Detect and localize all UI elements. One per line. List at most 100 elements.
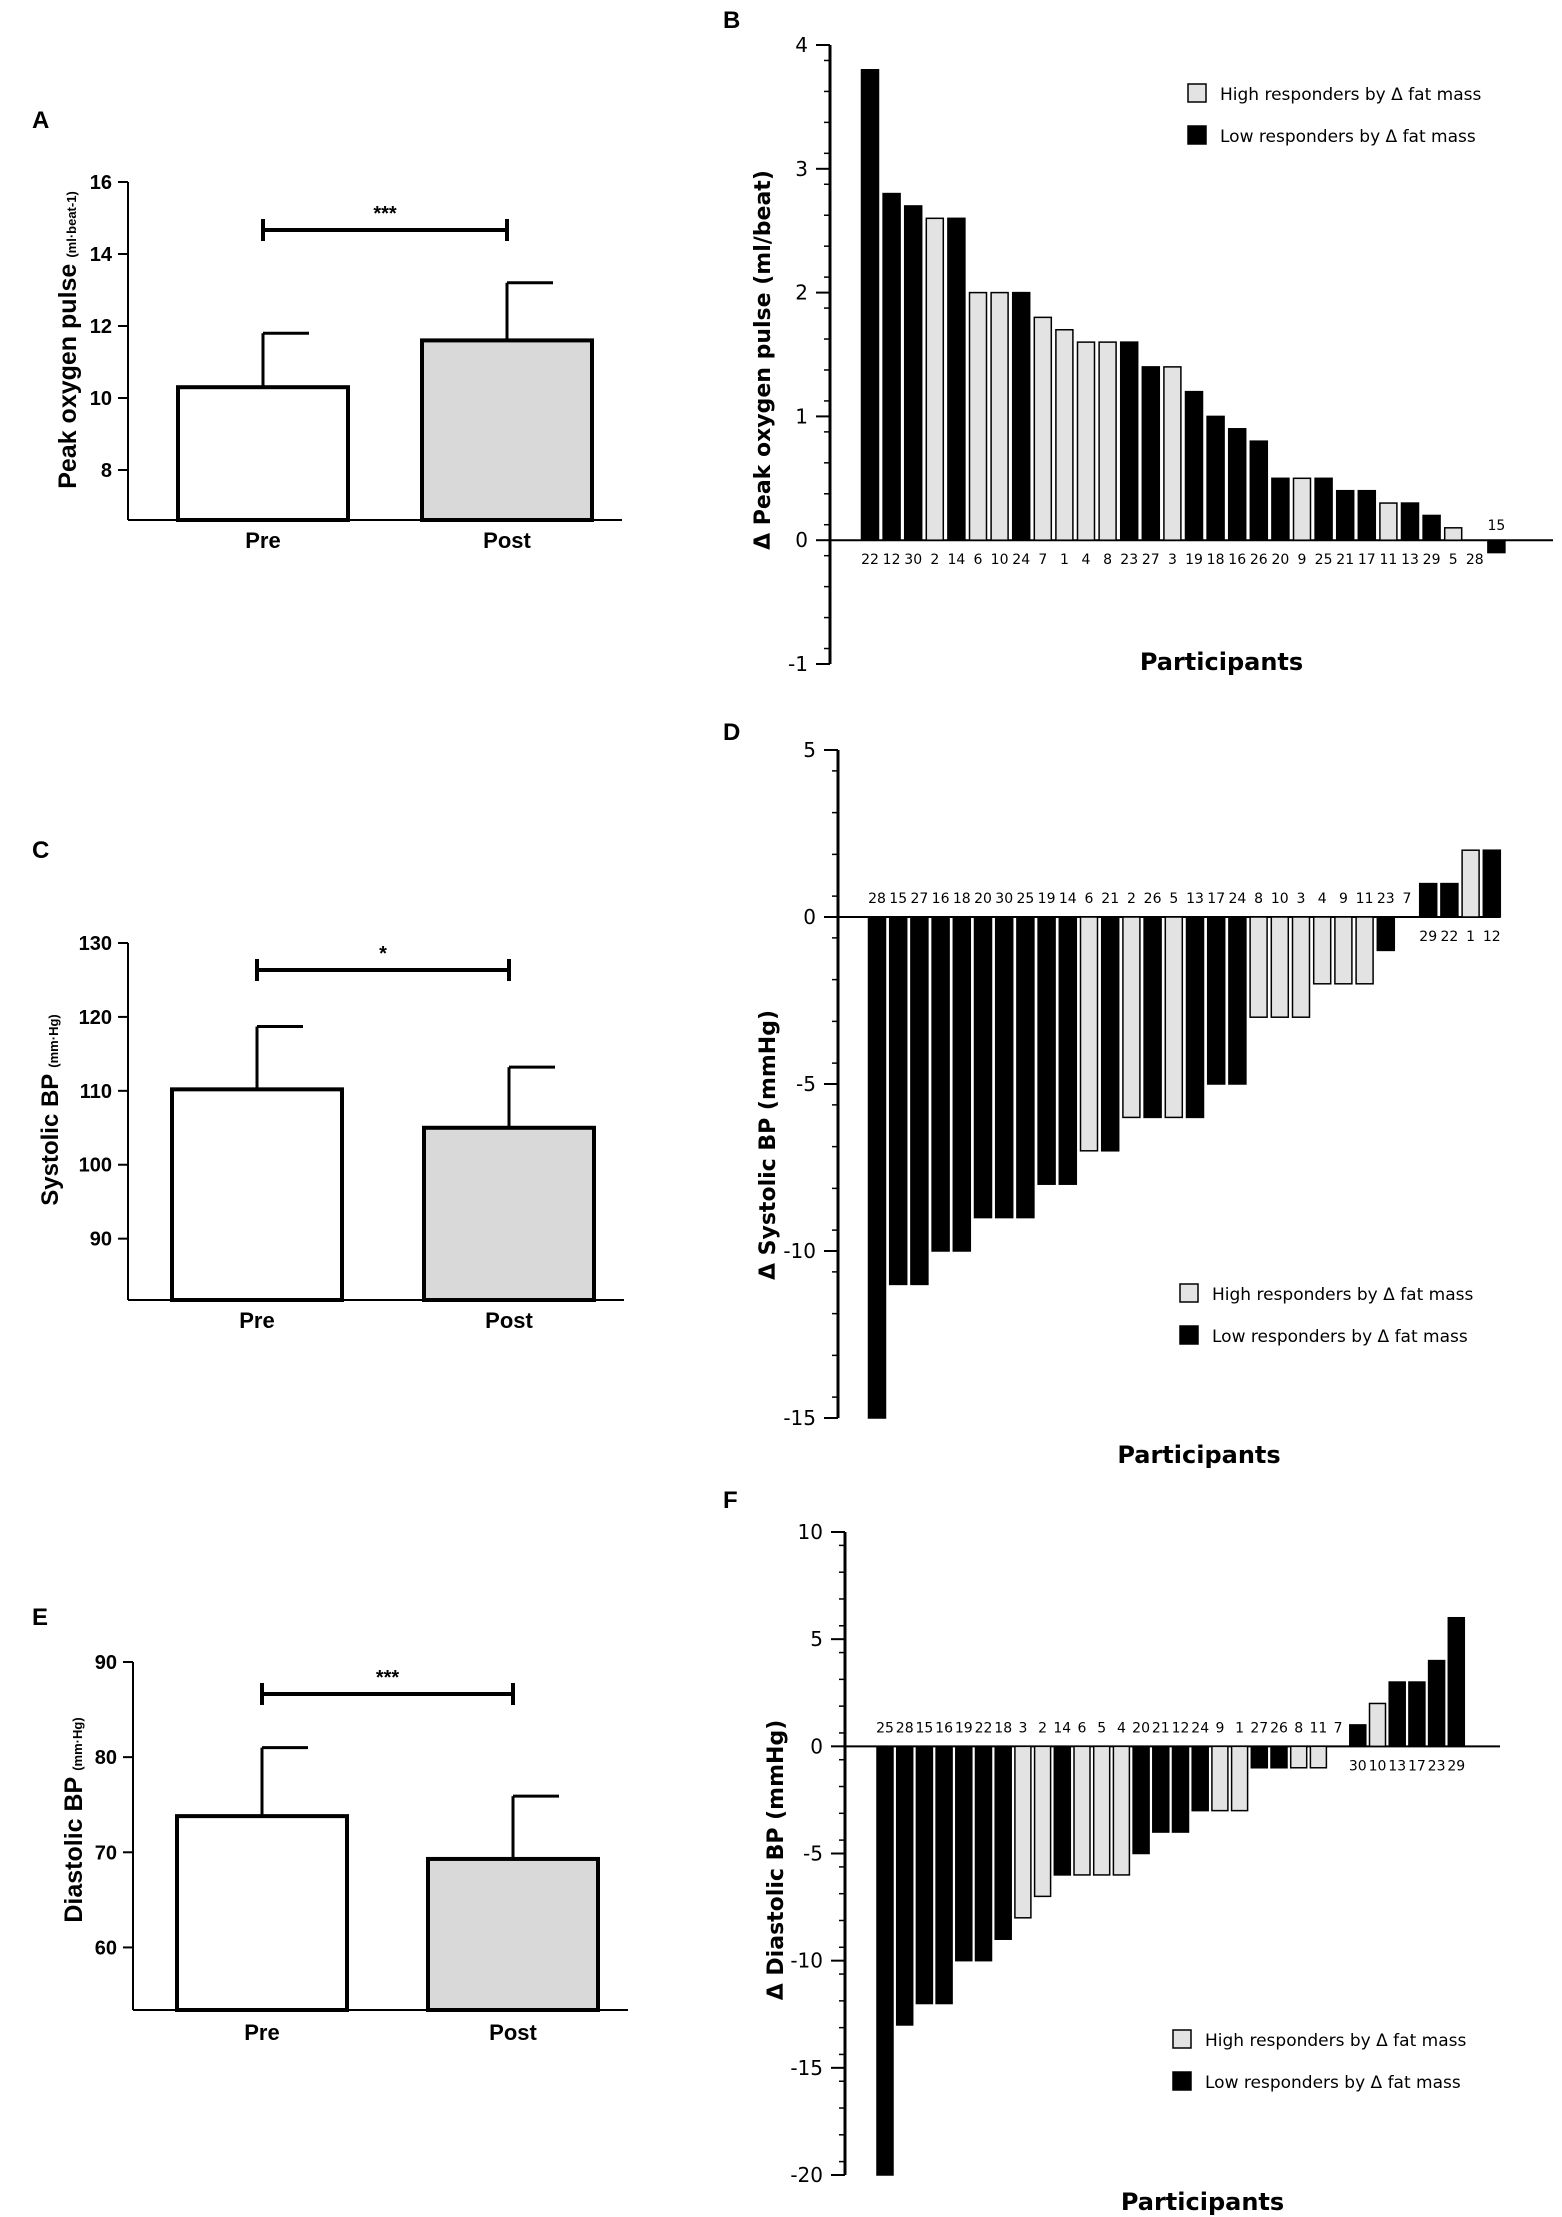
participant-label: 7: [1334, 1720, 1343, 1736]
legend-swatch-high: [1187, 83, 1207, 103]
y-tick-label: 60: [95, 1937, 117, 1959]
significance-marker: *: [379, 943, 387, 965]
bar-low-responder: [1270, 1745, 1288, 1769]
y-axis-title-text: Systolic BP: [37, 1074, 64, 1206]
participant-label: 5: [1097, 1720, 1106, 1736]
legend: High responders by Δ fat mass Low respond…: [1172, 2029, 1466, 2093]
bar-high-responder: [1355, 916, 1374, 985]
bar-pre: [175, 1814, 349, 2013]
y-tick-label: 80: [95, 1747, 117, 1769]
participant-label: 6: [1078, 1720, 1087, 1736]
participant-label: 15: [915, 1720, 933, 1736]
y-tick-label: 10: [798, 1520, 823, 1544]
y-axis-title-text: Peak oxygen pulse: [54, 264, 82, 489]
participant-label: 13: [1186, 891, 1204, 907]
participant-label: 29: [1419, 929, 1437, 945]
bar-low-responder: [860, 69, 880, 541]
participant-label: 24: [1012, 552, 1030, 568]
participant-label: 14: [1053, 1720, 1071, 1736]
y-tick-label: -10: [783, 1239, 816, 1263]
y-tick-label: -5: [803, 1842, 823, 1866]
bar-low-responder: [895, 1745, 914, 2026]
panel-c: C 90 100 110 120 130 Systolic BP (mm·Hg) Pre Post…: [32, 837, 624, 1333]
participant-label: 24: [1191, 1720, 1209, 1736]
participant-label: 16: [1228, 552, 1246, 568]
legend-swatch-low: [1172, 2071, 1192, 2091]
x-axis-title: Participants: [1117, 1441, 1280, 1469]
participant-label: 7: [1038, 552, 1047, 568]
bar-low-responder: [955, 1745, 973, 1962]
y-axis-title: Systolic BP (mm·Hg): [37, 1014, 64, 1205]
participant-label: 18: [1207, 552, 1225, 568]
participant-label: 9: [1339, 891, 1348, 907]
bar-high-responder: [1098, 341, 1117, 541]
y-tick-label: 2: [795, 281, 808, 305]
y-tick-label: 10: [90, 388, 112, 410]
y-tick-label: 110: [80, 1081, 112, 1103]
y-tick-label: 5: [803, 738, 816, 762]
participant-label: 29: [1447, 1758, 1465, 1774]
bar-low-responder: [1185, 916, 1205, 1119]
participant-label: 27: [1142, 552, 1160, 568]
y-tick-label: 14: [90, 244, 113, 266]
panel-label: A: [32, 107, 49, 134]
bar-low-responder: [1141, 366, 1161, 541]
bar-low-responder: [973, 916, 993, 1219]
bar-high-responder: [1163, 366, 1182, 541]
participant-label: 26: [1270, 1720, 1288, 1736]
participant-label: 21: [1101, 891, 1119, 907]
bar-low-responder: [867, 916, 887, 1419]
y-tick-label: 4: [795, 33, 808, 57]
participant-label: 4: [1318, 891, 1327, 907]
bar-high-responder: [1270, 916, 1290, 1018]
participant-label: 26: [1250, 552, 1268, 568]
participant-label: 29: [1423, 552, 1441, 568]
y-tick-label: 90: [95, 1652, 117, 1674]
participant-label: 3: [1018, 1720, 1027, 1736]
participant-label: 10: [1271, 891, 1289, 907]
legend-label-low: Low responders by Δ fat mass: [1212, 1327, 1468, 1347]
bar-low-responder: [882, 192, 901, 541]
y-tick-label: -10: [790, 1949, 823, 1973]
participant-label: 17: [1207, 891, 1225, 907]
y-tick-label: -1: [788, 652, 808, 676]
bar-high-responder: [1443, 527, 1463, 541]
panel-label: B: [723, 7, 740, 34]
bar-high-responder: [1368, 1702, 1387, 1748]
bar-low-responder: [1143, 916, 1162, 1119]
participant-label: 19: [955, 1720, 973, 1736]
y-tick-label: 16: [90, 172, 112, 194]
bar-low-responder: [876, 1745, 894, 2176]
participant-label: 14: [947, 552, 965, 568]
x-axis-title: Participants: [1140, 648, 1303, 676]
participant-label: 1: [1466, 929, 1475, 945]
participant-label: 5: [1449, 552, 1458, 568]
participant-label: 25: [1315, 552, 1333, 568]
bar-low-responder: [1408, 1681, 1426, 1748]
participant-label: 10: [991, 552, 1009, 568]
y-axis-title-unit: (mm·Hg): [70, 1717, 85, 1770]
bar-high-responder: [1379, 502, 1398, 541]
bar-low-responder: [915, 1745, 934, 2005]
y-tick-label: 100: [79, 1155, 112, 1177]
bar-low-responder: [1440, 882, 1459, 918]
participant-label: 14: [1059, 891, 1077, 907]
bar-high-responder: [925, 217, 945, 541]
participant-label: 3: [1297, 891, 1306, 907]
bar-low-responder: [1335, 489, 1355, 541]
participant-label: 12: [1483, 929, 1501, 945]
x-category-label: Pre: [244, 2020, 279, 2045]
bar-low-responder: [994, 916, 1014, 1219]
participant-label: 18: [953, 891, 971, 907]
participant-label: 8: [1254, 891, 1263, 907]
participant-label: 3: [1168, 552, 1177, 568]
bar-low-responder: [1152, 1745, 1170, 1833]
participant-label: 28: [868, 891, 886, 907]
bar-low-responder: [1053, 1745, 1072, 1876]
bar-low-responder: [947, 217, 966, 541]
bar-low-responder: [1487, 539, 1506, 554]
bar-low-responder: [935, 1745, 953, 2005]
bar-low-responder: [1250, 1745, 1269, 1769]
bar-high-responder: [1292, 477, 1312, 541]
participant-label: 1: [1060, 552, 1069, 568]
